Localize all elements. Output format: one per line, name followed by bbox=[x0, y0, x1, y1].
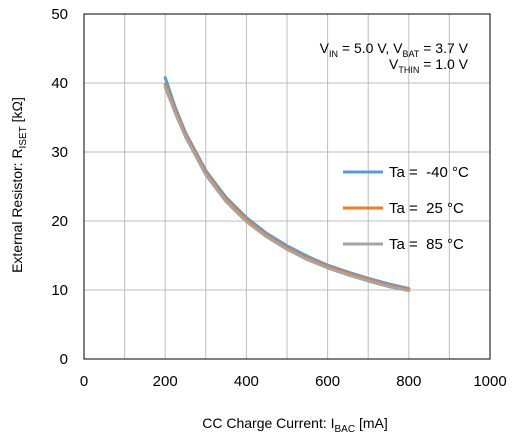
series-line-3 bbox=[163, 85, 411, 293]
condition-line-1: VIN = 5.0 V, VBAT = 3.7 V bbox=[320, 40, 469, 59]
y-tick-label: 50 bbox=[51, 6, 68, 23]
legend-label: Ta = -40 °C bbox=[389, 164, 469, 181]
grid bbox=[84, 14, 490, 359]
legend-label: Ta = 25 °C bbox=[389, 200, 464, 217]
x-tick-labels: 0 200 400 600 800 1000 bbox=[80, 373, 507, 390]
x-tick-label: 0 bbox=[80, 373, 88, 390]
series-group bbox=[163, 76, 411, 293]
x-tick-label: 1000 bbox=[473, 373, 506, 390]
legend: Ta = -40 °C Ta = 25 °C Ta = 85 °C bbox=[343, 164, 469, 253]
y-tick-label: 40 bbox=[51, 75, 68, 92]
y-tick-labels: 0 10 20 30 40 50 bbox=[51, 6, 68, 368]
legend-label: Ta = 85 °C bbox=[389, 236, 464, 253]
y-axis-title: External Resistor: RISET [kΩ] bbox=[9, 97, 29, 273]
x-tick-label: 800 bbox=[396, 373, 421, 390]
y-tick-label: 0 bbox=[60, 351, 68, 368]
y-tick-label: 10 bbox=[51, 282, 68, 299]
x-tick-label: 200 bbox=[153, 373, 178, 390]
x-tick-label: 600 bbox=[315, 373, 340, 390]
plot-frame bbox=[83, 13, 491, 360]
x-tick-label: 400 bbox=[234, 373, 259, 390]
x-axis-title: CC Charge Current: IBAC [mA] bbox=[202, 415, 388, 435]
y-tick-label: 30 bbox=[51, 144, 68, 161]
condition-line-2: VTHIN = 1.0 V bbox=[389, 56, 469, 75]
y-tick-label: 20 bbox=[51, 213, 68, 230]
